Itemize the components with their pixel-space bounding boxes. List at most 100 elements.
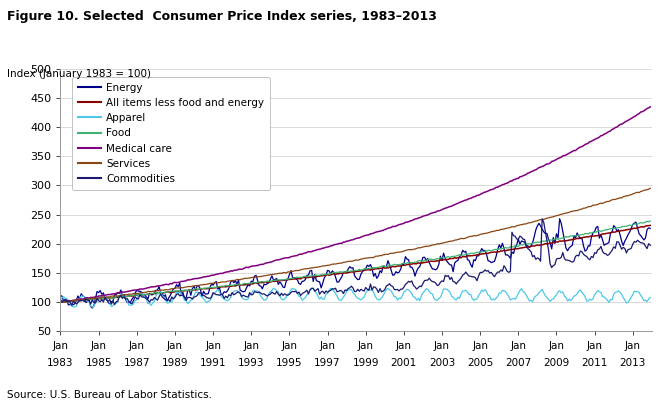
All items less food and energy xyxy=(358,268,366,273)
Text: Jan: Jan xyxy=(510,341,526,351)
Legend: Energy, All items less food and energy, Apparel, Food, Medical care, Services, C: Energy, All items less food and energy, … xyxy=(72,76,270,190)
Text: 1993: 1993 xyxy=(238,358,265,368)
Line: Commodities: Commodities xyxy=(60,219,650,305)
Food xyxy=(646,219,655,223)
Text: Jan: Jan xyxy=(548,341,564,351)
Food xyxy=(635,221,643,226)
Commodities xyxy=(538,217,546,221)
Text: 2013: 2013 xyxy=(620,358,646,368)
Energy xyxy=(556,216,564,221)
Energy xyxy=(636,233,644,238)
Medical care xyxy=(56,300,65,305)
Text: 1987: 1987 xyxy=(124,358,150,368)
Text: 2007: 2007 xyxy=(505,358,532,368)
Text: Jan: Jan xyxy=(282,341,298,351)
Text: 1991: 1991 xyxy=(200,358,226,368)
Apparel xyxy=(133,297,141,302)
Apparel xyxy=(646,295,655,300)
Line: All items less food and energy: All items less food and energy xyxy=(60,225,650,302)
Text: 1983: 1983 xyxy=(47,358,74,368)
Apparel xyxy=(492,296,500,301)
Text: 1997: 1997 xyxy=(314,358,341,368)
Medical care xyxy=(357,235,365,240)
Text: Jan: Jan xyxy=(91,341,107,351)
Medical care xyxy=(646,105,655,109)
Food xyxy=(155,290,163,295)
All items less food and energy xyxy=(646,223,655,228)
Text: Jan: Jan xyxy=(472,341,488,351)
Medical care xyxy=(131,288,139,292)
Food xyxy=(491,247,499,252)
Commodities xyxy=(358,288,366,293)
Medical care xyxy=(489,187,497,192)
Text: 2001: 2001 xyxy=(390,358,417,368)
Services xyxy=(255,274,263,279)
Commodities xyxy=(133,296,141,301)
Text: Jan: Jan xyxy=(625,341,641,351)
Text: Jan: Jan xyxy=(320,341,335,351)
Commodities xyxy=(155,295,163,299)
Medical care xyxy=(255,263,263,267)
Apparel xyxy=(88,305,96,309)
Line: Medical care: Medical care xyxy=(60,107,650,302)
Commodities xyxy=(56,297,65,302)
Text: Jan: Jan xyxy=(358,341,374,351)
Text: Jan: Jan xyxy=(205,341,221,351)
Apparel xyxy=(309,286,317,290)
Apparel xyxy=(155,291,163,296)
Commodities xyxy=(636,240,644,245)
Services xyxy=(131,291,139,296)
Energy xyxy=(257,284,265,288)
All items less food and energy xyxy=(491,250,499,255)
Energy xyxy=(133,288,141,293)
Apparel xyxy=(257,294,265,299)
Text: 1985: 1985 xyxy=(85,358,112,368)
Apparel xyxy=(360,295,368,299)
Services xyxy=(56,300,65,305)
Commodities xyxy=(646,243,655,248)
Text: 2003: 2003 xyxy=(429,358,455,368)
Text: 1989: 1989 xyxy=(162,358,188,368)
Energy xyxy=(56,293,65,298)
Line: Apparel: Apparel xyxy=(60,288,650,307)
Text: Jan: Jan xyxy=(167,341,183,351)
Services xyxy=(634,190,642,195)
Food xyxy=(60,300,68,305)
Services xyxy=(646,186,655,191)
Energy xyxy=(88,305,96,310)
Text: Figure 10. Selected  Consumer Price Index series, 1983–2013: Figure 10. Selected Consumer Price Index… xyxy=(7,10,437,23)
Text: Source: U.S. Bureau of Labor Statistics.: Source: U.S. Bureau of Labor Statistics. xyxy=(7,390,212,400)
Commodities xyxy=(257,291,265,296)
Medical care xyxy=(153,284,161,288)
Text: Jan: Jan xyxy=(587,341,603,351)
All items less food and energy xyxy=(635,225,643,230)
Energy xyxy=(646,226,655,231)
Food xyxy=(133,293,141,298)
Apparel xyxy=(56,297,65,301)
Food xyxy=(257,280,265,284)
Food xyxy=(358,267,366,272)
All items less food and energy xyxy=(58,300,66,305)
All items less food and energy xyxy=(257,280,265,285)
Line: Energy: Energy xyxy=(60,219,650,308)
Apparel xyxy=(636,293,644,298)
Commodities xyxy=(68,303,76,307)
All items less food and energy xyxy=(56,299,65,304)
Text: Jan: Jan xyxy=(434,341,450,351)
Text: Jan: Jan xyxy=(396,341,412,351)
Line: Food: Food xyxy=(60,221,650,302)
Services xyxy=(357,257,365,261)
Energy xyxy=(358,269,366,274)
Energy xyxy=(155,284,163,289)
Line: Services: Services xyxy=(60,188,650,302)
Text: Jan: Jan xyxy=(129,341,144,351)
Text: 1995: 1995 xyxy=(276,358,302,368)
Text: Index (January 1983 = 100): Index (January 1983 = 100) xyxy=(7,69,151,79)
Text: Jan: Jan xyxy=(243,341,259,351)
Medical care xyxy=(634,112,642,117)
Text: 2009: 2009 xyxy=(544,358,570,368)
Text: Jan: Jan xyxy=(52,341,69,351)
All items less food and energy xyxy=(133,293,141,298)
Commodities xyxy=(491,274,499,279)
Food xyxy=(56,300,65,305)
